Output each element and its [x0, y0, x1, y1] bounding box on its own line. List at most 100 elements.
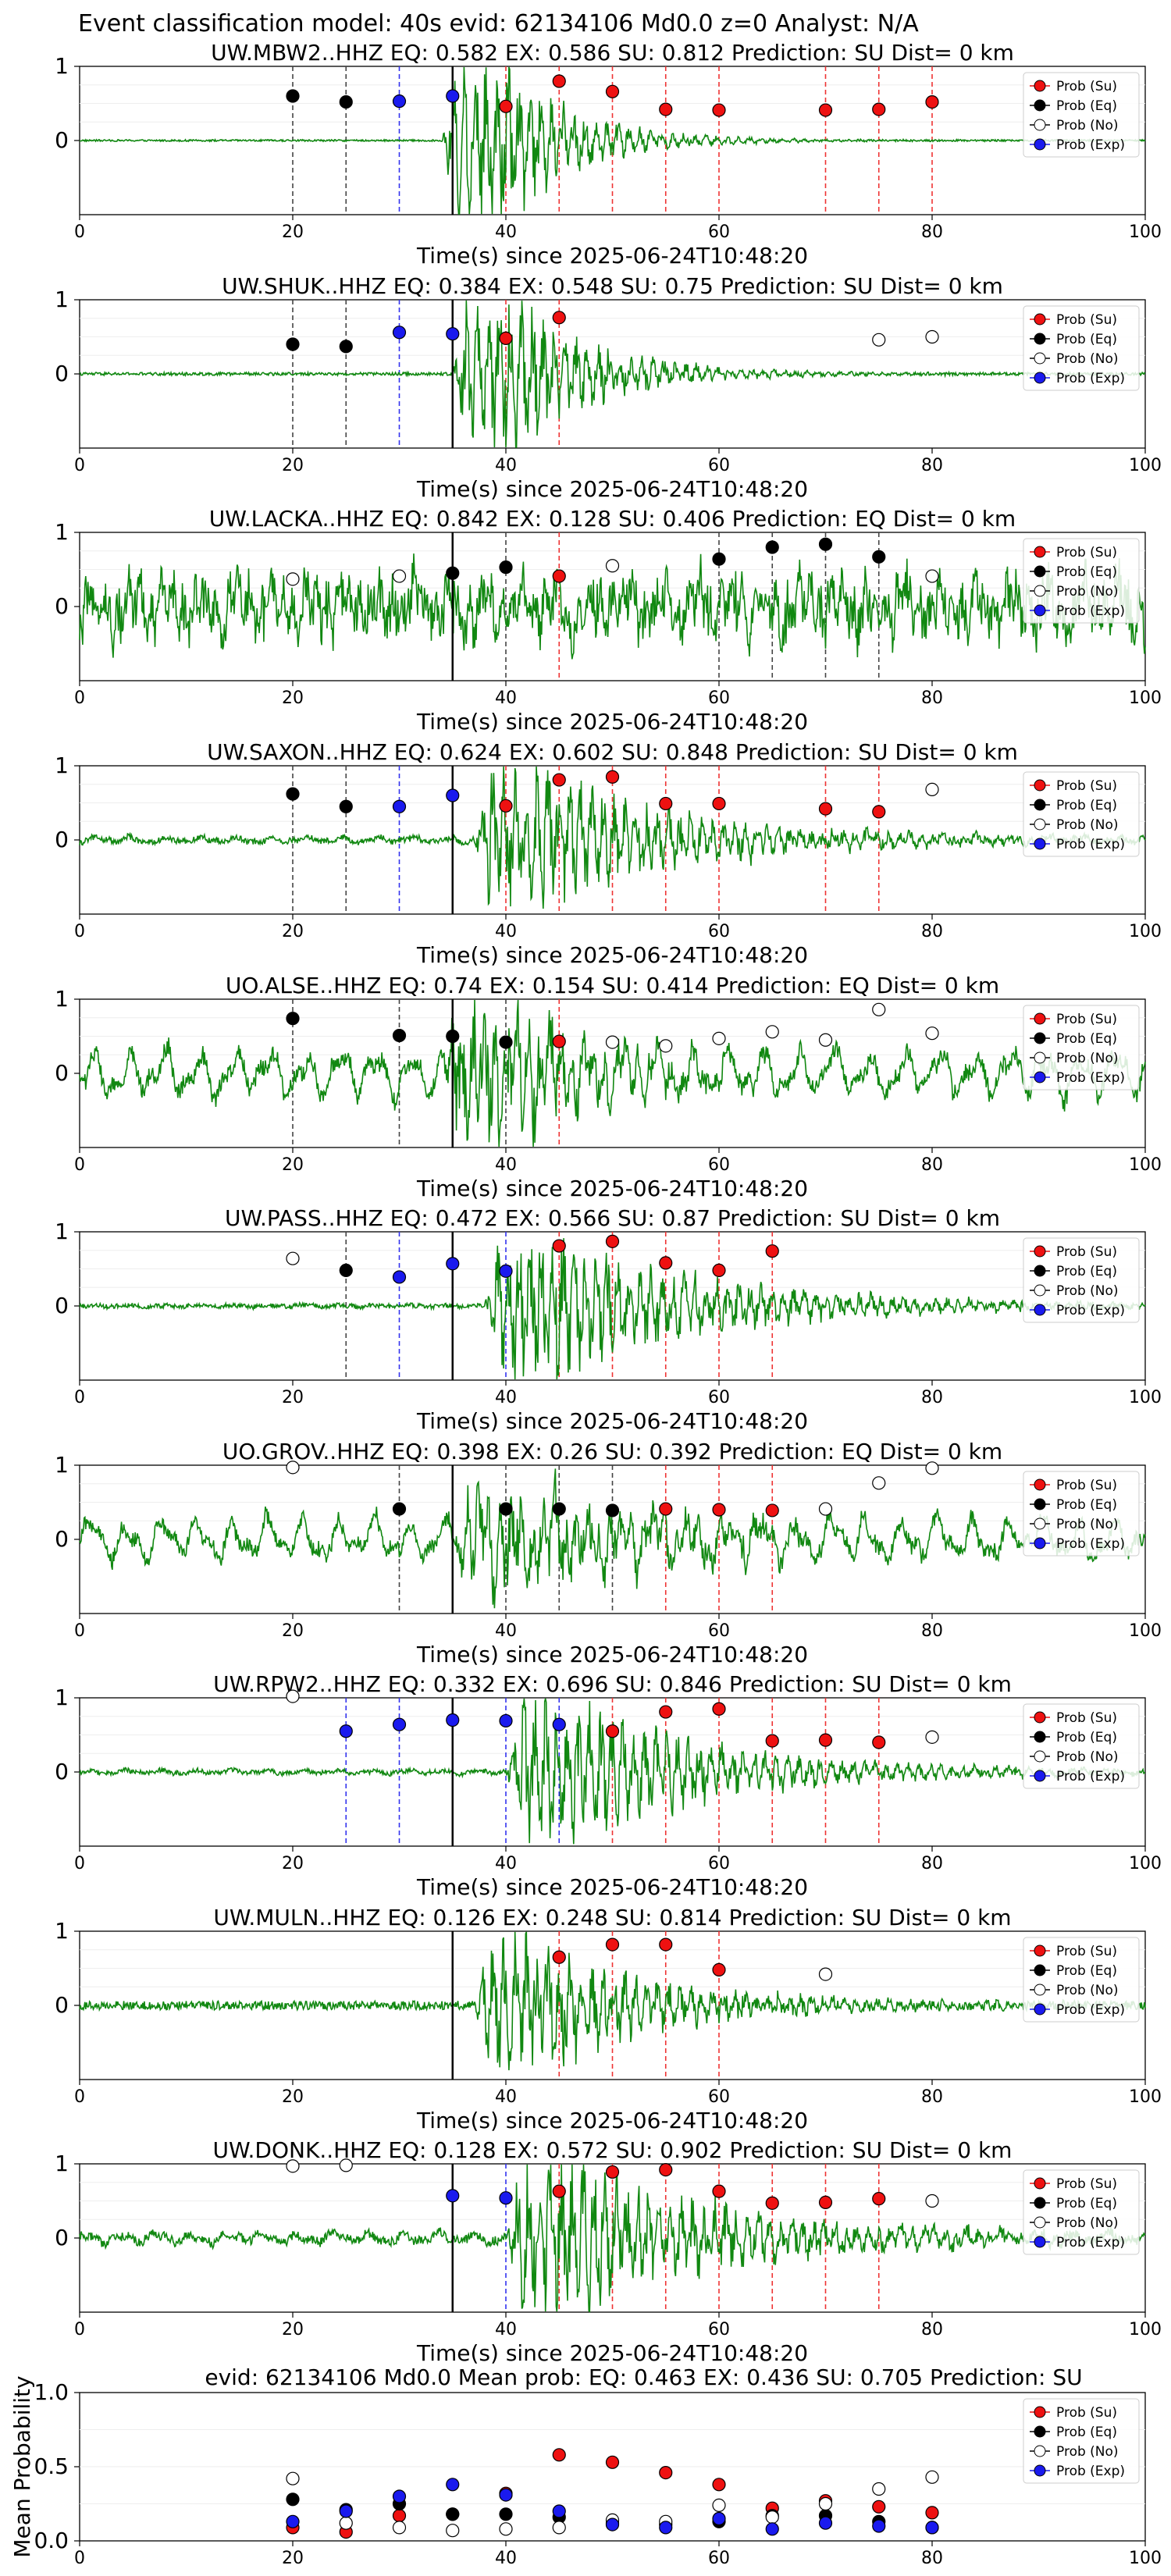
- x-tick-label: 60: [708, 456, 730, 475]
- legend-marker-no: [1034, 585, 1046, 597]
- prob-point-su: [499, 331, 513, 345]
- x-tick-label: 80: [921, 2320, 943, 2339]
- prob-point-eq: [286, 89, 300, 103]
- prob-point-no: [872, 1476, 886, 1490]
- mean-point-su: [872, 2500, 886, 2514]
- y-tick-label: 0.5: [34, 2453, 69, 2479]
- panel-title: UW.PASS..HHZ EQ: 0.472 EX: 0.566 SU: 0.8…: [225, 1205, 1000, 1231]
- prob-point-eq: [339, 1263, 353, 1278]
- legend-marker-no: [1034, 1051, 1046, 1064]
- x-tick-label: 100: [1129, 1155, 1162, 1175]
- legend-label-no: Prob (No): [1056, 118, 1119, 133]
- legend-marker-su: [1034, 546, 1046, 558]
- mean-point-exp: [339, 2504, 353, 2518]
- legend-marker-eq: [1034, 799, 1046, 811]
- y-tick-label: 1: [55, 1918, 69, 1944]
- legend-label-exp: Prob (Exp): [1056, 1769, 1125, 1784]
- prob-point-su: [659, 1937, 673, 1952]
- legend-label-exp: Prob (Exp): [1056, 371, 1125, 386]
- x-axis-label: Time(s) since 2025-06-24T10:48:20: [416, 2340, 808, 2366]
- legend-label-no: Prob (No): [1056, 1283, 1119, 1299]
- x-tick-label: 0: [74, 1388, 85, 1407]
- prob-point-su: [712, 1702, 726, 1716]
- prob-point-eq: [286, 337, 300, 351]
- prob-point-exp: [446, 2189, 460, 2203]
- prob-point-no: [286, 572, 300, 586]
- prob-point-su: [552, 1034, 566, 1048]
- legend-marker-eq: [1034, 2197, 1046, 2209]
- legend-marker-no: [1034, 1984, 1046, 1996]
- prob-point-eq: [286, 787, 300, 801]
- x-tick-label: 60: [708, 2087, 730, 2107]
- mean-point-no: [552, 2521, 566, 2535]
- station-panel-uo-grov-hhz: UO.GROV..HHZ EQ: 0.398 EX: 0.26 SU: 0.39…: [55, 1439, 1162, 1667]
- x-tick-label: 100: [1129, 2320, 1162, 2339]
- axes-frame: [79, 532, 1146, 681]
- prob-point-eq: [552, 1502, 566, 1516]
- prob-point-exp: [392, 799, 407, 813]
- x-tick-label: 80: [921, 688, 943, 708]
- prob-point-su: [872, 102, 886, 116]
- legend-marker-exp: [1034, 2236, 1046, 2248]
- mean-point-eq: [499, 2507, 513, 2521]
- x-tick-label: 20: [282, 2087, 304, 2107]
- legend-marker-su: [1034, 779, 1046, 792]
- legend-marker-eq: [1034, 565, 1046, 578]
- legend-marker-eq: [1034, 333, 1046, 345]
- x-axis-label: Time(s) since 2025-06-24T10:48:20: [416, 709, 808, 735]
- legend-label-exp: Prob (Exp): [1056, 137, 1125, 153]
- prob-point-no: [872, 1002, 886, 1016]
- mean-point-no: [712, 2498, 726, 2512]
- x-axis-label: Time(s) since 2025-06-24T10:48:20: [416, 1408, 808, 1434]
- prob-point-exp: [446, 1257, 460, 1271]
- x-axis-label: Time(s) since 2025-06-24T10:48:20: [416, 1874, 808, 1900]
- legend-marker-exp: [1034, 604, 1046, 617]
- legend-marker-eq: [1034, 1265, 1046, 1277]
- legend-marker-eq: [1034, 99, 1046, 112]
- prob-point-no: [659, 1039, 673, 1053]
- legend-label-eq: Prob (Eq): [1056, 332, 1117, 347]
- legend-label-su: Prob (Su): [1056, 778, 1117, 794]
- x-tick-label: 40: [495, 1854, 517, 1873]
- panel-title: UW.LACKA..HHZ EQ: 0.842 EX: 0.128 SU: 0.…: [209, 506, 1016, 532]
- panel-title: UO.GROV..HHZ EQ: 0.398 EX: 0.26 SU: 0.39…: [222, 1439, 1002, 1464]
- prob-point-no: [925, 1026, 939, 1041]
- legend-label-no: Prob (No): [1056, 351, 1119, 367]
- x-tick-label: 0: [74, 1155, 85, 1175]
- panel-title: UW.SHUK..HHZ EQ: 0.384 EX: 0.548 SU: 0.7…: [222, 273, 1003, 299]
- prob-point-su: [659, 1502, 673, 1516]
- prob-point-su: [499, 799, 513, 813]
- x-tick-label: 20: [282, 1155, 304, 1175]
- legend-marker-exp: [1034, 1770, 1046, 1782]
- x-tick-label: 60: [708, 922, 730, 941]
- legend-box: [1023, 771, 1140, 857]
- x-tick-label: 40: [495, 2549, 517, 2568]
- x-tick-label: 100: [1129, 222, 1162, 242]
- legend-marker-no: [1034, 1284, 1046, 1297]
- prob-point-no: [765, 1025, 779, 1039]
- prob-point-no: [872, 333, 886, 347]
- mean-point-no: [925, 2470, 939, 2484]
- legend-label-no: Prob (No): [1056, 2444, 1119, 2460]
- waveform-trace: [79, 1468, 1146, 1609]
- x-tick-label: 40: [495, 2320, 517, 2339]
- x-axis-label: Time(s) since 2025-06-24T10:48:20: [416, 2108, 808, 2133]
- station-panel-uw-lacka-hhz: UW.LACKA..HHZ EQ: 0.842 EX: 0.128 SU: 0.…: [55, 506, 1162, 735]
- prob-point-exp: [392, 1717, 407, 1731]
- y-tick-label: 0: [55, 827, 69, 852]
- prob-point-exp: [499, 1713, 513, 1728]
- x-tick-label: 0: [74, 2087, 85, 2107]
- station-panel-uw-shuk-hhz: UW.SHUK..HHZ EQ: 0.384 EX: 0.548 SU: 0.7…: [55, 273, 1162, 502]
- prob-point-exp: [392, 326, 407, 340]
- legend-label-exp: Prob (Exp): [1056, 1303, 1125, 1318]
- prob-point-eq: [499, 1502, 513, 1516]
- legend-label-eq: Prob (Eq): [1056, 1730, 1117, 1745]
- prob-point-exp: [499, 2191, 513, 2205]
- x-axis-label: Time(s) since 2025-06-24T10:48:20: [416, 476, 808, 502]
- legend-label-su: Prob (Su): [1056, 312, 1117, 328]
- legend-marker-no: [1034, 818, 1046, 831]
- prob-point-su: [499, 99, 513, 113]
- x-tick-label: 40: [495, 922, 517, 941]
- prob-point-su: [659, 102, 673, 116]
- legend-box: [1023, 538, 1140, 624]
